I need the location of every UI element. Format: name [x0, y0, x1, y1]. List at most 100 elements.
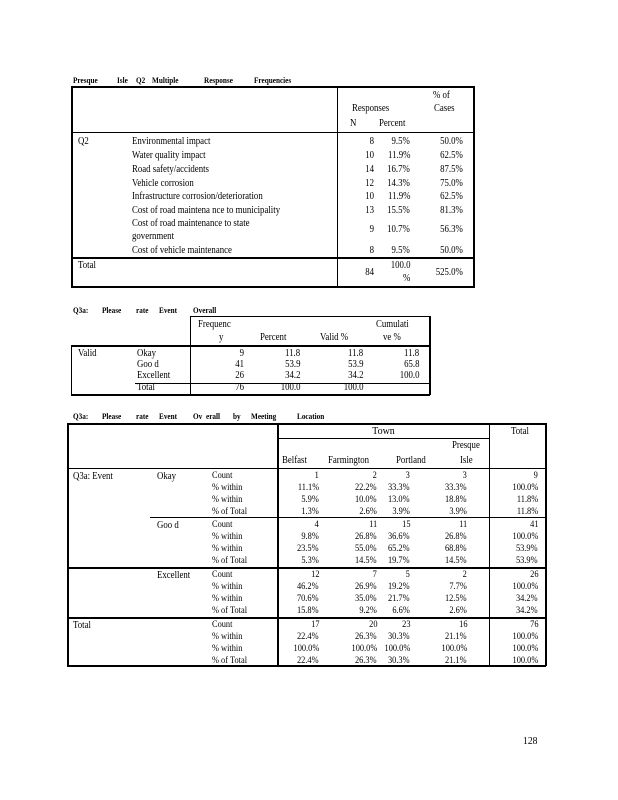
table-cell: 100.0% [512, 582, 538, 592]
table-cell: 18.8% [445, 495, 467, 505]
header-cumulative: ve % [383, 332, 401, 343]
table-border [71, 286, 475, 288]
total-n: 84 [365, 267, 374, 278]
stat-label: Count [212, 520, 233, 530]
table-rule [67, 617, 546, 619]
stat-label: % within [212, 582, 243, 592]
table-cell: 4 [314, 520, 319, 530]
table-cell: 100.0% [351, 644, 377, 654]
table-cell: 2.6% [359, 507, 377, 517]
cell-cases: 62.5% [440, 191, 463, 202]
table-cell: 11 [458, 520, 467, 530]
total-label: Total [78, 260, 96, 271]
cell-valid: 34.2 [347, 370, 363, 381]
stat-label: % within [212, 532, 243, 542]
table-border [71, 345, 72, 395]
stat-label: % of Total [212, 606, 248, 616]
table-cell: 11.8% [516, 495, 538, 505]
cell-percent: 15.5% [387, 205, 410, 216]
caption-word: Multiple [152, 75, 179, 85]
header-cumulative: Cumulati [376, 319, 409, 330]
stat-label: Count [212, 570, 233, 580]
caption-word: Q2 [136, 75, 146, 85]
row-label: Road safety/accidents [132, 164, 209, 175]
table-rule [190, 316, 191, 395]
page-number: 128 [523, 735, 538, 747]
table-rule [135, 383, 430, 384]
table-cell: 17 [310, 620, 319, 630]
table-border [473, 86, 475, 287]
table-cell: 1 [314, 471, 319, 481]
table-cell: 6.6% [392, 606, 410, 616]
stat-label: % of Total [212, 656, 248, 666]
caption-word: Please [102, 305, 122, 315]
table-cell: 68.8% [445, 544, 467, 554]
cell-percent: 10.7% [387, 224, 410, 235]
table-cell: 22.2% [355, 483, 377, 493]
header-belfast: Belfast [282, 455, 307, 466]
table-cell: 100.0% [512, 644, 538, 654]
table-cell: 2.6% [449, 606, 467, 616]
header-frequency: y [219, 332, 224, 343]
caption-word: by [233, 411, 241, 421]
header-valid: Valid % [320, 332, 349, 343]
row-label: Cost of vehicle maintenance [132, 245, 232, 256]
caption-word: Presque [73, 75, 98, 85]
table-cell: 100.0% [512, 532, 538, 542]
caption-word: Overall [193, 305, 217, 315]
table-rule [150, 517, 546, 518]
caption-word: Event [159, 411, 178, 421]
cell-valid: 100.0 [343, 382, 363, 393]
caption-word: Meeting [251, 411, 277, 421]
caption-word: Please [102, 411, 122, 421]
cell-n: 10 [365, 191, 374, 202]
table-cell: 13.0% [388, 495, 410, 505]
table-cell: 33.3% [388, 483, 410, 493]
table-cell: 3.9% [449, 507, 467, 517]
table-cell: 3.9% [392, 507, 410, 517]
cell-percent: 11.8 [284, 348, 300, 359]
total-label: Total [73, 620, 91, 631]
row-label: Environmental impact [132, 136, 211, 147]
table-rule [277, 438, 490, 439]
cell-cumulative: 65.8 [403, 359, 419, 370]
table-cell: 9.8% [301, 532, 319, 542]
row-label: Total [137, 382, 155, 393]
table-cell: 19.2% [388, 582, 410, 592]
caption-word: erall [206, 411, 221, 421]
total-cases: 525.0% [435, 267, 463, 278]
cell-n: 10 [365, 150, 374, 161]
row-label: Goo d [137, 359, 159, 370]
table-cell: 7.7% [449, 582, 467, 592]
table-cell: 12 [310, 570, 319, 580]
table-cell: 12.5% [445, 594, 467, 604]
total-percent: 100.0 [390, 260, 410, 271]
table-cell: 19.7% [388, 556, 410, 566]
cell-valid: 11.8 [347, 348, 363, 359]
stat-label: % within [212, 594, 243, 604]
header-pct-cases: % of [433, 90, 450, 101]
table-cell: 26.3% [355, 656, 377, 666]
cell-percent: 16.7% [387, 164, 410, 175]
header-percent: Percent [260, 332, 287, 343]
table-border [190, 316, 430, 317]
table-cell: 100.0% [512, 632, 538, 642]
table-cell: 5.3% [301, 556, 319, 566]
table-cell: 26 [529, 570, 538, 580]
stat-label: % within [212, 483, 243, 493]
cell-n: 8 [369, 245, 374, 256]
header-percent: Percent [379, 118, 406, 129]
table-rule [67, 468, 546, 469]
table-cell: 14.5% [355, 556, 377, 566]
table-border [67, 423, 546, 425]
table-cell: 100.0% [441, 644, 467, 654]
table-cell: 3 [462, 471, 467, 481]
table-rule [67, 567, 546, 569]
cell-cases: 50.0% [440, 136, 463, 147]
table-cell: 22.4% [297, 632, 319, 642]
table-border [71, 86, 475, 88]
table-cell: 9 [533, 471, 538, 481]
caption-word: Location [297, 411, 325, 421]
table-cell: 22.4% [297, 656, 319, 666]
table-cell: 15 [401, 520, 410, 530]
